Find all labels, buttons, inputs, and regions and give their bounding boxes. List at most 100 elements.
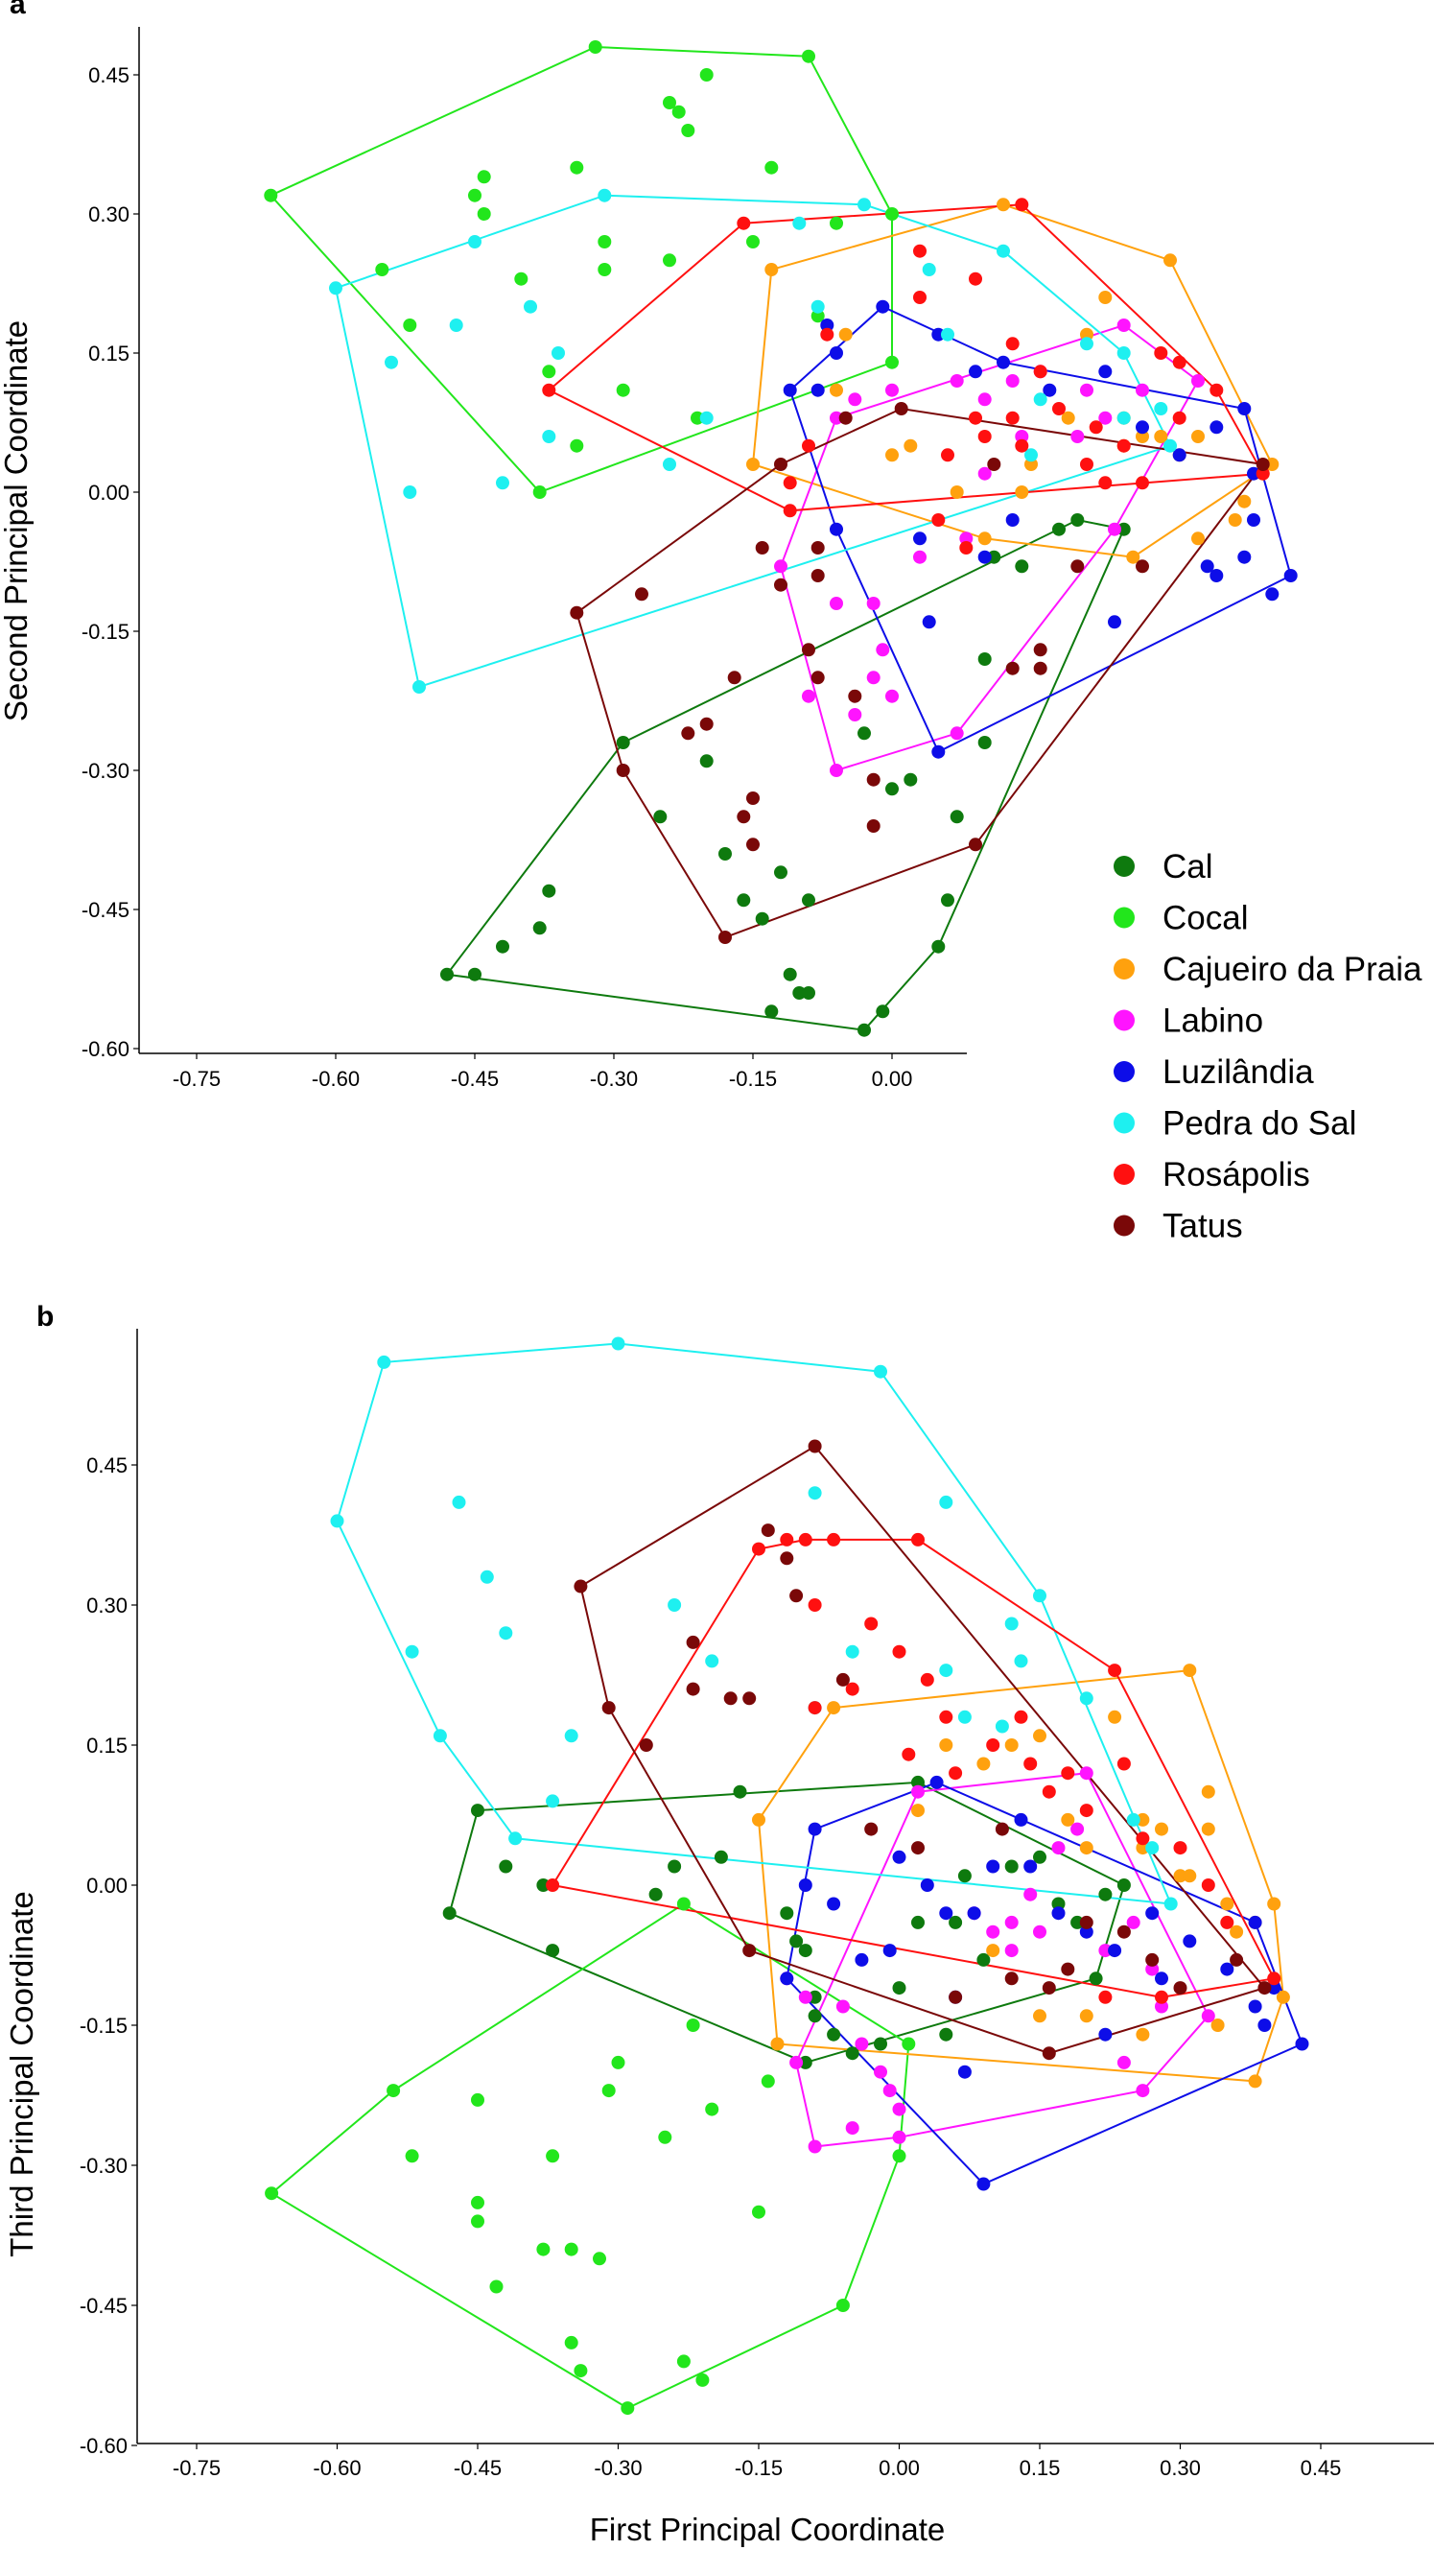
point-cocal <box>471 2092 484 2107</box>
point-tatus <box>911 1841 925 1855</box>
point-cocal <box>611 2055 625 2069</box>
point-pedra-do-sal <box>808 1486 822 1500</box>
point-luzil-ndia <box>1237 402 1252 415</box>
hull-labino <box>795 1772 1209 2148</box>
point-tatus <box>780 1551 794 1566</box>
point-pedra-do-sal <box>480 1570 494 1584</box>
point-cajueiro-da-praia <box>1061 411 1075 425</box>
point-luzil-ndia <box>876 299 890 314</box>
point-tatus <box>681 726 695 741</box>
point-ros-polis <box>939 1710 953 1724</box>
point-labino <box>1116 319 1131 332</box>
point-ros-polis <box>542 383 556 397</box>
point-luzil-ndia <box>997 355 1010 369</box>
point-luzil-ndia <box>1295 2037 1309 2051</box>
y-tick-label: -0.45 <box>80 2294 128 2318</box>
point-labino <box>876 643 890 657</box>
point-pedra-do-sal <box>941 327 954 342</box>
point-luzil-ndia <box>976 2177 991 2191</box>
x-tick-label: -0.45 <box>451 1067 499 1091</box>
point-cal <box>1070 513 1085 527</box>
point-labino <box>1070 430 1085 443</box>
point-cajueiro-da-praia <box>827 1701 841 1715</box>
point-cal <box>653 810 668 824</box>
point-cal <box>977 736 992 749</box>
point-cocal <box>588 40 602 54</box>
x-tick-label: 0.15 <box>1020 2456 1061 2480</box>
point-labino <box>1126 1915 1140 1929</box>
point-cal <box>536 1878 551 1892</box>
point-cajueiro-da-praia <box>1033 2009 1046 2023</box>
x-tick-label: -0.15 <box>735 2456 783 2480</box>
point-ros-polis <box>1005 411 1020 425</box>
panel-b-x-axis-title: First Principal Coordinate <box>590 2512 945 2547</box>
legend-marker <box>1114 1164 1135 1185</box>
point-cocal <box>375 263 389 276</box>
point-cal <box>802 893 815 908</box>
point-luzil-ndia <box>929 1775 944 1789</box>
point-cajueiro-da-praia <box>1201 1822 1215 1836</box>
point-cajueiro-da-praia <box>1237 494 1252 508</box>
point-ros-polis <box>1201 1878 1215 1892</box>
point-tatus <box>723 1691 738 1706</box>
point-ros-polis <box>1154 346 1168 360</box>
point-ros-polis <box>1023 1757 1038 1771</box>
point-tatus <box>864 1822 879 1836</box>
y-tick-label: 0.30 <box>88 202 129 226</box>
point-pedra-do-sal <box>552 346 565 360</box>
y-tick-label: 0.45 <box>88 63 129 87</box>
point-luzil-ndia <box>1247 513 1260 527</box>
point-cal <box>471 1804 484 1818</box>
point-cocal <box>542 365 556 379</box>
point-tatus <box>810 541 825 555</box>
point-labino <box>1191 374 1205 388</box>
point-labino <box>830 764 843 777</box>
legend-label: Rosápolis <box>1162 1156 1310 1193</box>
point-ros-polis <box>1015 198 1029 212</box>
point-luzil-ndia <box>1209 569 1224 582</box>
x-tick-label: 0.30 <box>1160 2456 1201 2480</box>
point-luzil-ndia <box>882 1944 897 1958</box>
point-pedra-do-sal <box>857 198 871 212</box>
point-cal <box>941 893 954 908</box>
point-tatus <box>866 772 881 787</box>
point-pedra-do-sal <box>433 1729 447 1743</box>
point-tatus <box>1042 1981 1056 1995</box>
point-cocal <box>885 355 899 369</box>
panel-b: b Third Principal Coordinate First Princ… <box>4 1301 1434 2547</box>
point-pedra-do-sal <box>1126 1812 1140 1827</box>
point-labino <box>808 2139 822 2154</box>
y-tick-label: 0.15 <box>86 1734 128 1758</box>
point-cal <box>827 2027 841 2042</box>
point-labino <box>789 2055 804 2069</box>
point-cal <box>499 1859 513 1874</box>
point-cal <box>931 939 946 954</box>
point-cocal <box>403 319 417 332</box>
point-labino <box>1015 430 1029 443</box>
point-cal <box>764 1004 779 1019</box>
point-cajueiro-da-praia <box>1024 458 1038 471</box>
point-ros-polis <box>1256 466 1270 481</box>
point-tatus <box>774 458 787 471</box>
point-cal <box>957 1869 972 1883</box>
point-cal <box>468 967 481 981</box>
point-cajueiro-da-praia <box>1015 485 1029 499</box>
point-cajueiro-da-praia <box>997 198 1010 212</box>
point-tatus <box>969 838 982 852</box>
x-tick-label: -0.30 <box>594 2456 642 2480</box>
panel-a: a Second Principal Coordinate -0.75 -0.60… <box>0 0 1298 1091</box>
point-cajueiro-da-praia <box>977 531 992 546</box>
point-cajueiro-da-praia <box>770 2037 785 2051</box>
point-tatus <box>574 1579 588 1594</box>
point-cajueiro-da-praia <box>950 485 964 499</box>
point-pedra-do-sal <box>598 188 612 202</box>
point-cal <box>857 1023 871 1037</box>
point-luzil-ndia <box>808 1822 822 1836</box>
point-cajueiro-da-praia <box>976 1757 991 1771</box>
legend-label: Luzilândia <box>1162 1053 1314 1091</box>
point-cajueiro-da-praia <box>1155 1822 1168 1836</box>
point-ros-polis <box>931 513 946 527</box>
y-tick-label: -0.60 <box>80 2434 128 2458</box>
point-cal <box>780 1906 794 1921</box>
point-cajueiro-da-praia <box>1136 430 1149 443</box>
